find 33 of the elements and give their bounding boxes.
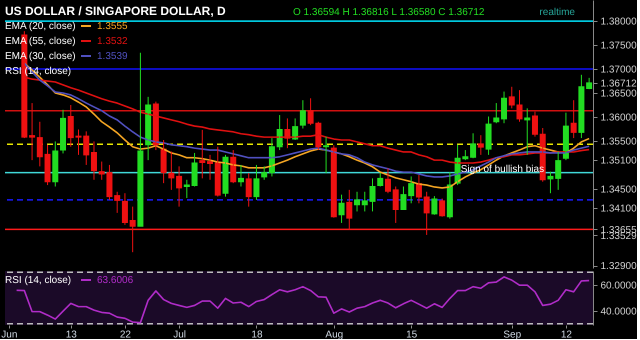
legend-label: RSI (14, close) xyxy=(5,275,72,286)
x-tick-label: 13 xyxy=(66,330,78,340)
y-tick-label: 40.0000 xyxy=(600,306,638,318)
candlestick xyxy=(323,136,330,174)
annotation: realtime xyxy=(539,7,576,18)
y-tick-label: 1.36000 xyxy=(600,112,638,124)
y-tick-label: 1.37500 xyxy=(600,40,638,52)
y-tick-label: 1.36500 xyxy=(600,88,638,100)
x-tick-label: Jul xyxy=(173,330,186,340)
legend-label: EMA (20, close) xyxy=(5,21,76,32)
annotation: 1.3539 xyxy=(97,51,128,62)
y-tick-label: 1.35100 xyxy=(600,156,638,167)
line-series xyxy=(24,76,590,164)
candlestick xyxy=(98,161,105,180)
chart-title: US DOLLAR / SINGAPORE DOLLAR, D xyxy=(5,4,226,18)
y-tick-label: 1.36712 xyxy=(600,78,638,90)
y-tick-label: 1.34100 xyxy=(600,204,638,215)
annotation: 1.3532 xyxy=(97,36,128,47)
y-tick-label: 1.32900 xyxy=(600,261,638,272)
y-tick-label: 1.34500 xyxy=(600,184,638,196)
y-tick-label: 1.38000 xyxy=(600,16,638,28)
y-tick-label: 1.37000 xyxy=(600,64,638,76)
y-tick-label: 60.0000 xyxy=(600,280,638,292)
x-tick-label: 22 xyxy=(120,330,132,340)
text: O 1.36594 H 1.36816 L 1.36580 C 1.36712 xyxy=(293,7,485,18)
y-tick-label: 1.35500 xyxy=(600,136,638,148)
x-tick-label: 18 xyxy=(251,330,263,340)
x-tick-label: Jun xyxy=(1,330,18,340)
candlestick xyxy=(524,108,530,156)
annotation: 63.6006 xyxy=(97,275,134,286)
annotation: 1.3555 xyxy=(97,21,128,32)
x-tick-label: 12 xyxy=(560,330,572,340)
x-tick-label: 15 xyxy=(406,330,418,340)
